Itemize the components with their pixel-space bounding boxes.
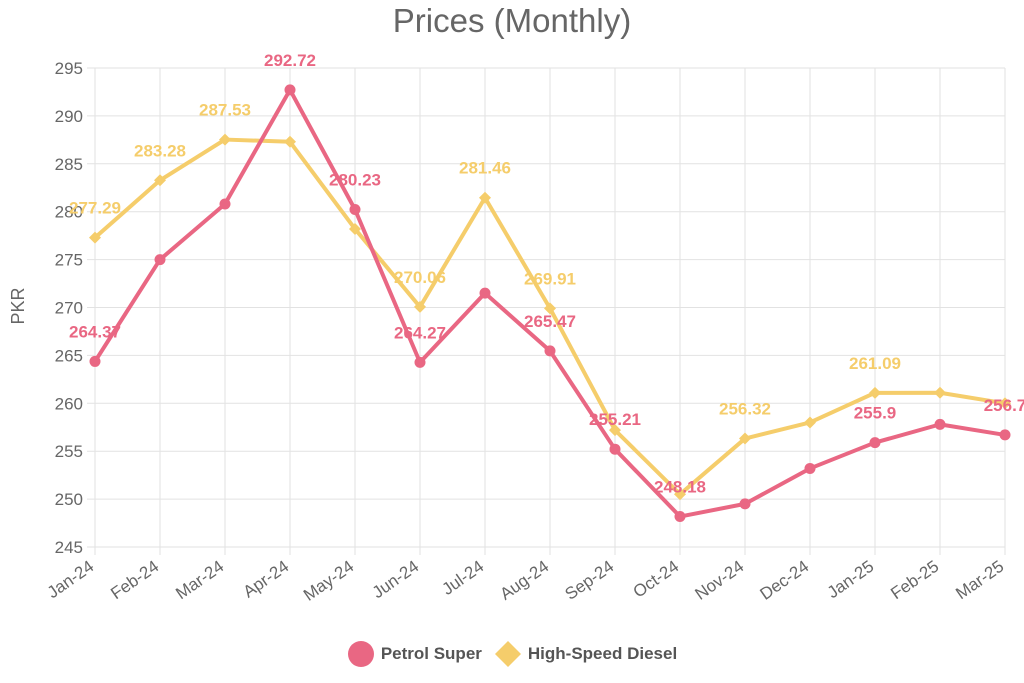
- legend: Petrol Super High-Speed Diesel: [0, 640, 1024, 668]
- y-tick-label: 295: [55, 59, 83, 78]
- data-point[interactable]: [544, 302, 556, 315]
- x-tick-label: Sep-24: [561, 557, 617, 604]
- data-point[interactable]: [284, 135, 296, 148]
- data-label: 255.9: [854, 404, 897, 423]
- data-point[interactable]: [284, 84, 296, 96]
- data-point[interactable]: [219, 198, 231, 210]
- x-tick-label: Oct-24: [630, 557, 683, 602]
- data-label: 292.72: [264, 51, 316, 70]
- data-point[interactable]: [804, 416, 816, 429]
- x-tick-label: May-24: [300, 557, 357, 605]
- data-point[interactable]: [999, 397, 1011, 410]
- series-lines: [89, 84, 1011, 523]
- data-point[interactable]: [89, 355, 101, 367]
- data-label: 261.09: [849, 354, 901, 373]
- data-label: 265.47: [524, 312, 576, 331]
- x-tick-label: Jan-25: [824, 557, 877, 602]
- grid-lines: [87, 67, 1006, 555]
- diamond-marker-icon: [494, 641, 521, 667]
- data-point[interactable]: [219, 133, 231, 146]
- data-point[interactable]: [414, 356, 426, 368]
- y-tick-label: 255: [55, 442, 83, 461]
- x-tick-label: Aug-24: [496, 557, 552, 604]
- data-point[interactable]: [869, 386, 881, 399]
- x-tick-label: Jul-24: [438, 557, 487, 599]
- data-point[interactable]: [349, 203, 361, 215]
- data-label: 281.46: [459, 159, 511, 178]
- x-tick-label: Mar-25: [952, 557, 1007, 603]
- data-label: 277.29: [69, 199, 121, 218]
- x-tick-label: Mar-24: [172, 557, 227, 603]
- data-point[interactable]: [89, 231, 101, 244]
- data-point[interactable]: [934, 386, 946, 399]
- data-label: 280.23: [329, 170, 381, 189]
- data-label: 287.53: [199, 101, 251, 120]
- data-label: 264.27: [394, 323, 446, 342]
- legend-item-high-speed-diesel[interactable]: High-Speed Diesel: [494, 640, 677, 668]
- data-label: 255.21: [589, 410, 641, 429]
- data-point[interactable]: [609, 443, 621, 455]
- data-labels: 264.37 292.72 280.23 264.27 265.47 255.21 248.…: [69, 51, 1024, 497]
- chart-title: Prices (Monthly): [392, 2, 632, 39]
- y-tick-label: 265: [55, 346, 83, 365]
- data-point[interactable]: [869, 437, 881, 449]
- y-tick-label: 245: [55, 538, 83, 557]
- x-tick-label: Dec-24: [756, 557, 812, 604]
- data-label: 264.37: [69, 322, 121, 341]
- data-point[interactable]: [349, 222, 361, 235]
- y-tick-label: 250: [55, 490, 83, 509]
- data-point[interactable]: [479, 191, 491, 204]
- data-label: 256.32: [719, 400, 771, 419]
- legend-label-high-speed-diesel: High-Speed Diesel: [527, 644, 678, 663]
- legend-label-petrol-super: Petrol Super: [380, 644, 482, 663]
- x-tick-label: Apr-24: [240, 557, 293, 602]
- data-point[interactable]: [674, 488, 686, 501]
- data-point[interactable]: [804, 462, 816, 474]
- x-tick-label: Jan-24: [44, 557, 97, 602]
- data-point[interactable]: [154, 174, 166, 187]
- y-tick-label: 260: [55, 394, 83, 413]
- x-tick-label: Nov-24: [691, 557, 747, 604]
- circle-marker-icon: [347, 641, 374, 667]
- data-point[interactable]: [544, 345, 556, 357]
- data-label: 256.7: [984, 396, 1024, 415]
- data-point[interactable]: [609, 424, 621, 437]
- data-point[interactable]: [934, 418, 946, 430]
- data-point[interactable]: [674, 511, 686, 523]
- y-tick-label: 280: [55, 203, 83, 222]
- y-tick-label: 285: [55, 155, 83, 174]
- data-label: 270.06: [394, 268, 446, 287]
- data-label: 269.91: [524, 269, 576, 288]
- x-tick-label: Jun-24: [369, 557, 422, 602]
- y-tick-label: 270: [55, 299, 83, 318]
- data-label: 248.18: [654, 478, 706, 497]
- y-axis-title: PKR: [8, 287, 28, 324]
- x-tick-label: Feb-24: [107, 557, 162, 603]
- data-label: 283.28: [134, 141, 186, 160]
- legend-item-petrol-super[interactable]: Petrol Super: [347, 640, 482, 668]
- y-tick-label: 275: [55, 251, 83, 270]
- data-point[interactable]: [999, 429, 1011, 441]
- data-point[interactable]: [479, 287, 491, 299]
- data-point[interactable]: [739, 498, 751, 510]
- data-point[interactable]: [739, 432, 751, 445]
- data-point[interactable]: [154, 254, 166, 266]
- x-tick-label: Feb-25: [887, 557, 942, 603]
- y-tick-label: 290: [55, 107, 83, 126]
- data-point[interactable]: [414, 300, 426, 313]
